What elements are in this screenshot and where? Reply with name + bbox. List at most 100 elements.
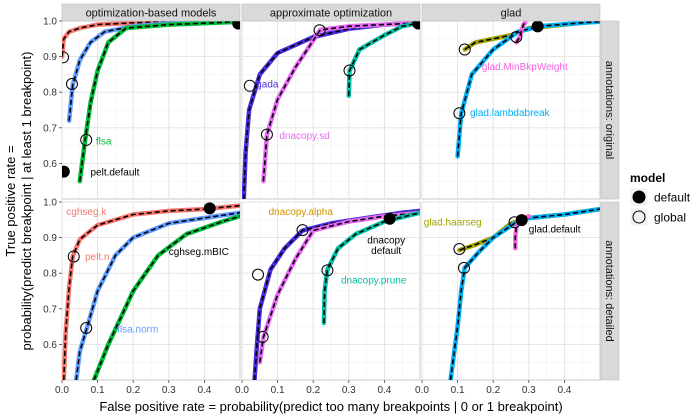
global-point bbox=[80, 322, 93, 335]
series-line-dashed bbox=[348, 22, 420, 96]
series-label: dnacopy bbox=[367, 236, 405, 247]
series-line-dashed bbox=[323, 211, 420, 324]
column-strip: glad bbox=[421, 3, 601, 22]
column-strip: optimization-based models bbox=[61, 3, 241, 22]
series-line-dashed bbox=[79, 21, 240, 182]
global-point bbox=[62, 51, 70, 64]
row-strip-background bbox=[600, 20, 620, 200]
series-label: glad.haarseg bbox=[424, 218, 482, 229]
x-tick-label: 0.3 bbox=[162, 385, 176, 396]
x-tick-label: 0.1 bbox=[271, 385, 285, 396]
column-strip-background bbox=[241, 3, 421, 22]
x-tick-label: 0.3 bbox=[522, 385, 536, 396]
y-tick-label: 0.8 bbox=[43, 88, 57, 99]
legend-label-default: default bbox=[654, 191, 691, 205]
series-line-dashed bbox=[93, 215, 240, 380]
global-point bbox=[458, 261, 471, 274]
series-label: dnacopy.prune bbox=[341, 276, 407, 287]
global-point bbox=[296, 224, 309, 237]
series-label: glad.MinBkpWeight bbox=[482, 62, 568, 73]
y-tick-label: 0.7 bbox=[43, 123, 57, 134]
panel-data bbox=[242, 21, 420, 199]
y-tick-label: 0.8 bbox=[43, 269, 57, 280]
x-tick-label: 0.0 bbox=[235, 385, 249, 396]
y-tick-label: 0.6 bbox=[43, 340, 57, 351]
global-point bbox=[243, 79, 256, 92]
x-tick-label: 0.3 bbox=[342, 385, 356, 396]
panel-data bbox=[453, 21, 600, 159]
default-point bbox=[412, 21, 420, 30]
series-label: dnacopy.alpha bbox=[269, 207, 334, 218]
y-tick-label: 0.7 bbox=[43, 304, 57, 315]
default-point bbox=[62, 165, 70, 178]
column-strip-background bbox=[61, 3, 241, 22]
x-tick-label: 0.0 bbox=[55, 385, 69, 396]
default-point bbox=[515, 214, 528, 227]
series-line-dashed bbox=[259, 211, 420, 363]
row-strip-label: annotations: detailed bbox=[603, 240, 615, 342]
y-tick-label: 0.6 bbox=[43, 159, 57, 170]
series-line-dashed bbox=[63, 204, 240, 380]
series-label: pelt.n bbox=[85, 252, 109, 263]
series-label: default bbox=[371, 246, 401, 257]
x-tick-label: 0.2 bbox=[126, 385, 140, 396]
global-point bbox=[67, 250, 80, 263]
column-strip-label: optimization-based models bbox=[86, 8, 217, 20]
x-tick-label: 0.0 bbox=[415, 385, 429, 396]
global-point bbox=[252, 268, 265, 281]
y-axis-label-line2: probability(predict breakpoint | at leas… bbox=[19, 52, 34, 351]
legend-label-global: global bbox=[654, 211, 686, 225]
series-label: pelt.default bbox=[90, 168, 139, 179]
global-point bbox=[260, 128, 273, 141]
global-point bbox=[453, 242, 466, 255]
series-label: flsa.norm bbox=[117, 324, 158, 335]
x-tick-label: 0.4 bbox=[557, 385, 571, 396]
global-point bbox=[453, 107, 466, 120]
strips-layer: optimization-based models approximate opt… bbox=[61, 3, 620, 381]
global-point bbox=[458, 43, 471, 56]
x-tick-label: 0.4 bbox=[197, 385, 211, 396]
series-label: dnacopy.sd bbox=[279, 131, 329, 142]
global-point bbox=[256, 330, 269, 343]
row-strip-label: annotations: original bbox=[603, 61, 615, 159]
panel-data bbox=[448, 206, 600, 380]
global-point bbox=[321, 264, 334, 277]
series-label: cghseg.k bbox=[66, 207, 107, 218]
series-label: glad.lambdabreak bbox=[470, 108, 550, 119]
y-axis-label-line1: True positive rate = bbox=[3, 145, 18, 256]
series-line-dashed bbox=[515, 22, 526, 43]
series-label: gada bbox=[256, 79, 279, 90]
axes-layer: 0.6 0.7 0.8 0.9 1.0 0.6 0.7 0.8 0.9 1.0 0.0 0.1 0.2 0… bbox=[43, 17, 572, 397]
x-axis-label: False positive rate = probability(predic… bbox=[99, 399, 562, 414]
series-label: flsa bbox=[96, 136, 112, 147]
panel-data bbox=[62, 202, 240, 380]
default-point bbox=[203, 202, 216, 215]
panel-1-2: glad.haarseg glad.default bbox=[421, 201, 601, 381]
x-tick-label: 0.1 bbox=[451, 385, 465, 396]
default-point bbox=[531, 21, 544, 33]
panel-data bbox=[252, 208, 420, 380]
panel-data bbox=[62, 21, 240, 184]
series-label: cghseg.mBIC bbox=[169, 247, 229, 258]
column-strip-label: glad bbox=[501, 8, 522, 20]
default-point bbox=[232, 21, 240, 30]
series-line-dashed bbox=[243, 22, 420, 199]
series-line-dashed bbox=[456, 21, 600, 157]
row-strip: annotations: original bbox=[600, 20, 620, 200]
y-tick-label: 1.0 bbox=[43, 198, 57, 209]
legend: model default global bbox=[629, 171, 691, 227]
legend-default-marker bbox=[632, 190, 646, 204]
global-point bbox=[510, 31, 523, 44]
series-line-dashed bbox=[449, 208, 600, 380]
row-strip-background bbox=[600, 201, 620, 381]
global-point bbox=[313, 24, 326, 37]
legend-global-marker bbox=[632, 210, 646, 224]
series-line-dashed bbox=[68, 21, 240, 121]
panel-0-0: flsa pelt.default bbox=[61, 20, 241, 200]
global-point bbox=[65, 78, 78, 91]
column-strip-background bbox=[421, 3, 601, 22]
x-tick-label: 0.1 bbox=[91, 385, 105, 396]
panel-0-2: glad.MinBkpWeight glad.lambdabreak bbox=[421, 20, 601, 200]
